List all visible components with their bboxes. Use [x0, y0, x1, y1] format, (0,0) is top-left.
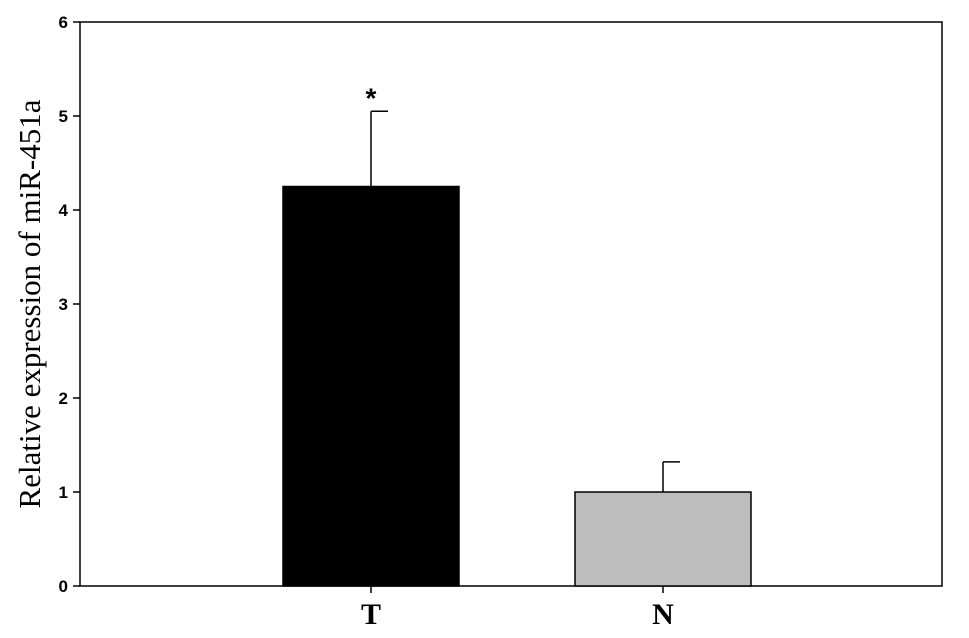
- significance-marker: *: [366, 82, 377, 113]
- y-axis-label: Relative expression of miR-451a: [12, 99, 47, 508]
- y-axis: 0 1 2 3 4 5 6: [59, 13, 80, 596]
- bar-T: [282, 185, 460, 587]
- y-tick-label: 5: [59, 107, 68, 126]
- x-tick-label-T: T: [361, 598, 381, 631]
- y-tick-label: 2: [59, 389, 68, 408]
- y-tick-label: 6: [59, 13, 68, 32]
- bars: *: [282, 82, 752, 587]
- y-tick-label: 1: [59, 483, 68, 502]
- y-tick-label: 4: [59, 201, 69, 220]
- plot-frame: [79, 21, 943, 587]
- y-tick-label: 0: [59, 577, 68, 596]
- x-tick-label-N: N: [652, 598, 674, 631]
- y-tick-label: 3: [59, 295, 68, 314]
- bar-N: [574, 491, 752, 587]
